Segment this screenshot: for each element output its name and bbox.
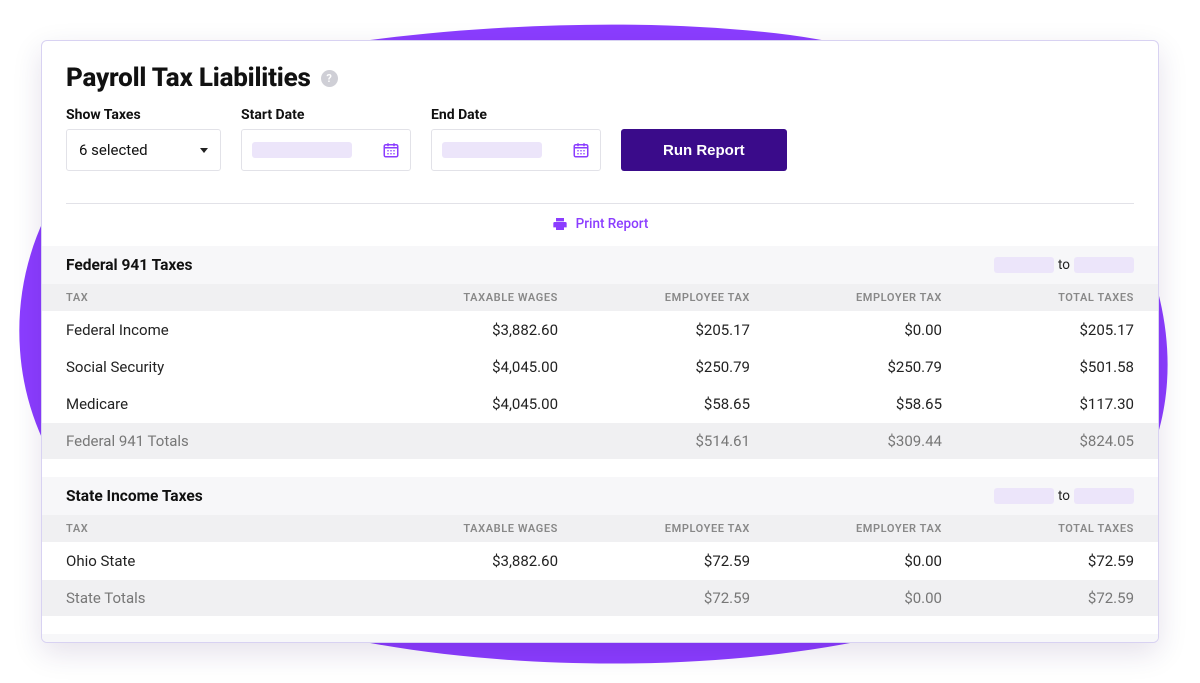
chevron-down-icon (200, 148, 208, 153)
row-value: $250.79 (750, 358, 942, 376)
start-date-value-placeholder (252, 142, 352, 158)
range-start-placeholder (994, 488, 1054, 504)
row-value: $0.00 (750, 552, 942, 570)
help-icon[interactable]: ? (321, 70, 338, 87)
totals-row: Federal 941 Totals $514.61$309.44$824.05 (42, 422, 1158, 459)
row-label: Social Security (66, 358, 366, 376)
range-end-placeholder (1074, 257, 1134, 273)
totals-value: $72.59 (942, 589, 1134, 607)
totals-label: Federal 941 Totals (66, 432, 366, 450)
column-header: TOTAL TAXES (942, 291, 1134, 304)
totals-value: $824.05 (942, 432, 1134, 450)
run-report-button[interactable]: Run Report (621, 129, 787, 171)
table-row: Ohio State$3,882.60$72.59$0.00$72.59 (42, 542, 1158, 579)
column-header: EMPLOYEE TAX (558, 291, 750, 304)
column-header: EMPLOYEE TAX (558, 522, 750, 535)
end-date-input[interactable] (431, 129, 601, 171)
table-row: Social Security$4,045.00$250.79$250.79$5… (42, 348, 1158, 385)
range-to: to (1058, 257, 1070, 273)
totals-value: $514.61 (558, 432, 750, 450)
print-report-link[interactable]: Print Report (66, 204, 1134, 246)
row-value: $250.79 (558, 358, 750, 376)
column-headers: TAXTAXABLE WAGESEMPLOYEE TAXEMPLOYER TAX… (42, 284, 1158, 311)
row-value: $4,045.00 (366, 358, 558, 376)
column-headers: TAXTAXABLE WAGESEMPLOYEE TAXEMPLOYER TAX… (42, 515, 1158, 542)
show-taxes-select[interactable]: 6 selected (66, 129, 221, 171)
column-header: TAX (66, 522, 366, 535)
range-end-placeholder (1074, 488, 1134, 504)
section-title: State Income Taxes (66, 487, 203, 505)
row-value: $0.00 (750, 321, 942, 339)
start-date-input[interactable] (241, 129, 411, 171)
row-label: Medicare (66, 395, 366, 413)
totals-value: $309.44 (750, 432, 942, 450)
totals-value (366, 432, 558, 450)
row-value: $72.59 (558, 552, 750, 570)
totals-value (366, 589, 558, 607)
section-date-range: to (994, 257, 1134, 273)
row-value: $4,045.00 (366, 395, 558, 413)
row-value: $58.65 (750, 395, 942, 413)
report-section: Other TaxestoTAXGROSS WAGESTAXABLE WAGES… (42, 634, 1158, 643)
row-value: $117.30 (942, 395, 1134, 413)
start-date-label: Start Date (241, 107, 411, 123)
column-header: TOTAL TAXES (942, 522, 1134, 535)
report-section: Federal 941 TaxestoTAXTAXABLE WAGESEMPLO… (42, 246, 1158, 459)
filter-controls: Show Taxes 6 selected Start Date (66, 107, 1134, 171)
end-date-value-placeholder (442, 142, 542, 158)
show-taxes-value: 6 selected (79, 141, 148, 159)
row-value: $72.59 (942, 552, 1134, 570)
totals-label: State Totals (66, 589, 366, 607)
row-value: $3,882.60 (366, 321, 558, 339)
print-report-label: Print Report (576, 216, 649, 232)
row-label: Federal Income (66, 321, 366, 339)
row-label: Ohio State (66, 552, 366, 570)
column-header: EMPLOYER TAX (750, 522, 942, 535)
page-title: Payroll Tax Liabilities (66, 63, 311, 93)
range-to: to (1058, 488, 1070, 504)
column-header: TAX (66, 291, 366, 304)
table-row: Federal Income$3,882.60$205.17$0.00$205.… (42, 311, 1158, 348)
totals-value: $0.00 (750, 589, 942, 607)
row-value: $501.58 (942, 358, 1134, 376)
row-value: $3,882.60 (366, 552, 558, 570)
show-taxes-label: Show Taxes (66, 107, 221, 123)
report-section: State Income TaxestoTAXTAXABLE WAGESEMPL… (42, 477, 1158, 616)
row-value: $205.17 (558, 321, 750, 339)
section-title: Federal 941 Taxes (66, 256, 192, 274)
report-card: Payroll Tax Liabilities ? Show Taxes 6 s… (41, 40, 1159, 643)
totals-value: $72.59 (558, 589, 750, 607)
totals-row: State Totals $72.59$0.00$72.59 (42, 579, 1158, 616)
column-header: EMPLOYER TAX (750, 291, 942, 304)
column-header: TAXABLE WAGES (366, 522, 558, 535)
print-icon (552, 216, 568, 232)
section-date-range: to (994, 488, 1134, 504)
calendar-icon (382, 141, 400, 159)
row-value: $58.65 (558, 395, 750, 413)
column-header: TAXABLE WAGES (366, 291, 558, 304)
calendar-icon (572, 141, 590, 159)
table-row: Medicare$4,045.00$58.65$58.65$117.30 (42, 385, 1158, 422)
range-start-placeholder (994, 257, 1054, 273)
end-date-label: End Date (431, 107, 601, 123)
row-value: $205.17 (942, 321, 1134, 339)
